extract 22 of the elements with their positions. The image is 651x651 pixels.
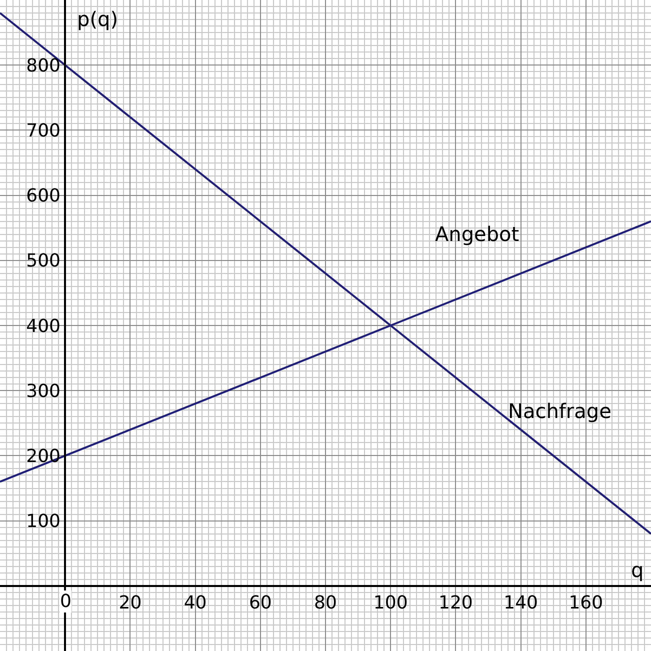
y-tick-label: 500 [26, 250, 60, 272]
y-tick-label: 200 [26, 446, 60, 467]
y-tick-label: 100 [26, 511, 60, 532]
y-tick-label: 600 [26, 186, 60, 207]
x-tick-label: 100 [373, 592, 408, 614]
x-tick-label: 140 [504, 592, 538, 614]
y-axis-title: p(q) [77, 7, 118, 31]
line-series [0, 12, 651, 535]
y-tick-label: 300 [26, 380, 60, 402]
y-tick-label: 800 [26, 55, 60, 76]
x-tick-label: 160 [568, 592, 604, 614]
y-tick-label: 700 [26, 120, 60, 142]
x-axis-title: q [631, 558, 644, 582]
series-label: Nachfrage [508, 399, 612, 423]
x-tick-label: 60 [248, 592, 272, 614]
y-tick-label: 400 [26, 316, 60, 337]
x-tick-label: 40 [184, 592, 207, 614]
x-tick-label: 20 [118, 592, 142, 614]
x-tick-label: 80 [314, 592, 337, 614]
x-tick-label: 120 [438, 592, 473, 614]
series-label: Angebot [435, 222, 520, 246]
x-tick-label: 0 [60, 591, 72, 612]
